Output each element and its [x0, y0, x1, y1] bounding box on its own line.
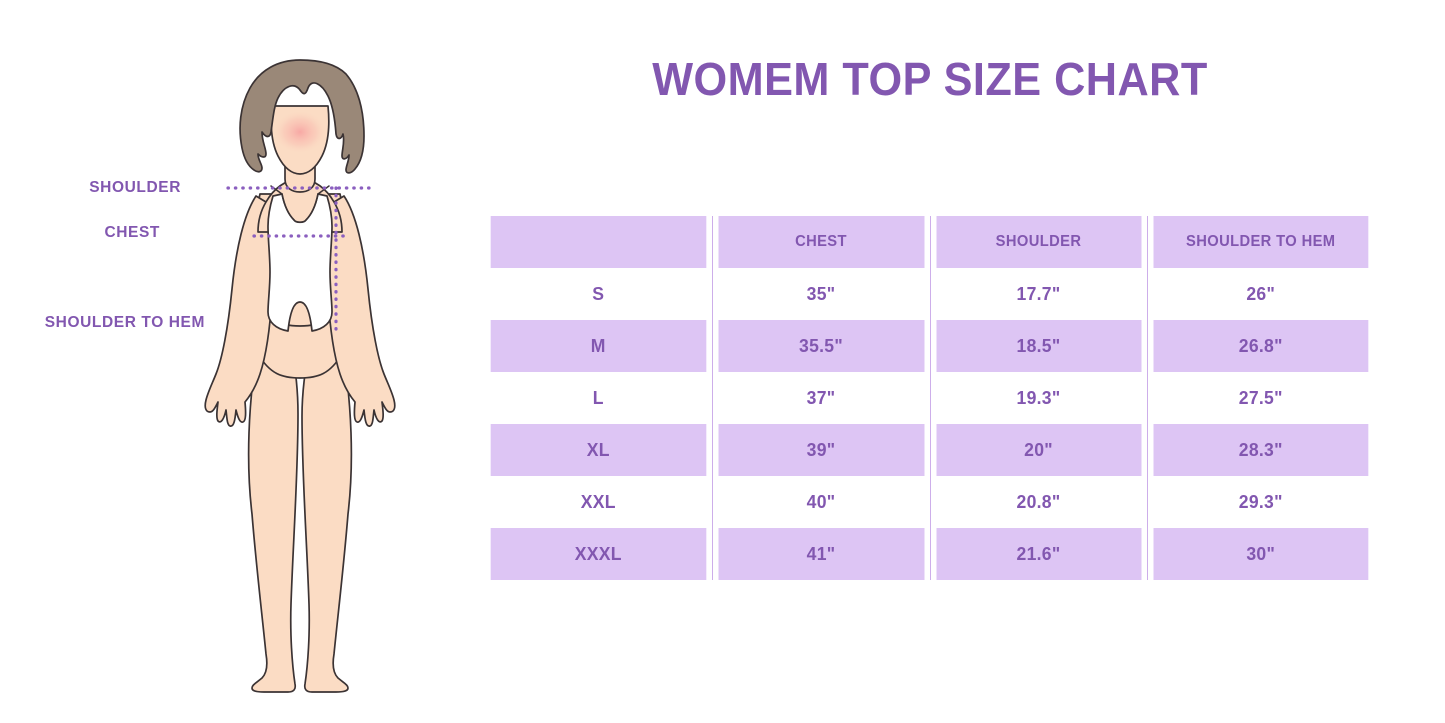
- table-body: S 35" 17.7" 26" M 35.5" 18.5" 26.8" L 37…: [485, 268, 1374, 580]
- size-chart-table: CHEST SHOULDER SHOULDER TO HEM S 35" 17.…: [485, 216, 1374, 580]
- cell-shoulder-to-hem: 30": [1152, 528, 1369, 580]
- column-header-shoulder-to-hem: SHOULDER TO HEM: [1152, 216, 1369, 268]
- blush: [273, 110, 327, 154]
- measurement-label-shoulder: SHOULDER: [89, 179, 181, 196]
- table-row: XL 39" 20" 28.3": [485, 424, 1374, 476]
- right-leg: [301, 343, 353, 693]
- cell-chest: 37": [716, 372, 925, 424]
- cell-shoulder: 20": [934, 424, 1142, 476]
- measurement-label-chest: CHEST: [104, 224, 160, 241]
- cell-shoulder: 18.5": [934, 320, 1142, 372]
- cell-shoulder-to-hem: 26.8": [1152, 320, 1369, 372]
- neckline: [281, 193, 319, 223]
- cell-chest: 35.5": [716, 320, 925, 372]
- cell-size: XXXL: [490, 528, 707, 580]
- table-header-row: CHEST SHOULDER SHOULDER TO HEM: [485, 216, 1374, 268]
- hair: [239, 59, 365, 174]
- table-row: XXXL 41" 21.6" 30": [485, 528, 1374, 580]
- table-header: CHEST SHOULDER SHOULDER TO HEM: [485, 216, 1374, 268]
- table-row: S 35" 17.7" 26": [485, 268, 1374, 320]
- cell-chest: 35": [716, 268, 925, 320]
- cell-shoulder-to-hem: 28.3": [1152, 424, 1369, 476]
- female-body-illustration: [170, 44, 430, 694]
- cell-shoulder: 21.6": [934, 528, 1142, 580]
- table-row: M 35.5" 18.5" 26.8": [485, 320, 1374, 372]
- left-leg: [247, 343, 299, 693]
- measurement-label-shoulder-to-hem: SHOULDER TO HEM: [44, 314, 205, 331]
- cell-shoulder: 19.3": [934, 372, 1142, 424]
- size-chart-table-container: CHEST SHOULDER SHOULDER TO HEM S 35" 17.…: [485, 216, 1374, 580]
- column-header-chest: CHEST: [716, 216, 925, 268]
- cell-size: XXL: [490, 476, 707, 528]
- cell-shoulder: 17.7": [934, 268, 1142, 320]
- cell-chest: 40": [716, 476, 925, 528]
- right-arm: [326, 195, 396, 427]
- right-strap: [317, 185, 330, 195]
- table-row: XXL 40" 20.8" 29.3": [485, 476, 1374, 528]
- cell-size: M: [490, 320, 707, 372]
- cell-size: XL: [490, 424, 707, 476]
- cell-shoulder-to-hem: 26": [1152, 268, 1369, 320]
- column-header-shoulder: SHOULDER: [934, 216, 1142, 268]
- cell-chest: 39": [716, 424, 925, 476]
- left-arm: [204, 195, 274, 427]
- cell-chest: 41": [716, 528, 925, 580]
- cell-size: L: [490, 372, 707, 424]
- column-header-size: [490, 216, 707, 268]
- table-row: L 37" 19.3" 27.5": [485, 372, 1374, 424]
- cell-shoulder-to-hem: 29.3": [1152, 476, 1369, 528]
- cell-shoulder: 20.8": [934, 476, 1142, 528]
- page-title: WOMEM TOP SIZE CHART: [652, 53, 1208, 105]
- cell-shoulder-to-hem: 27.5": [1152, 372, 1369, 424]
- cell-size: S: [490, 268, 707, 320]
